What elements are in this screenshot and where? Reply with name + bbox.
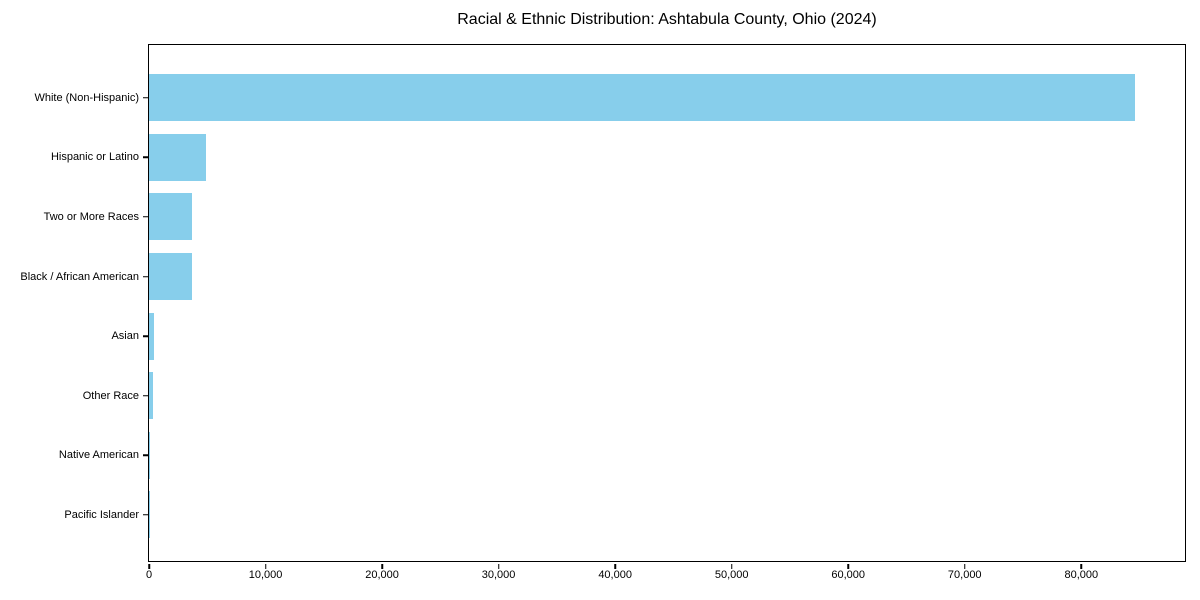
x-tick-label: 30,000 [481,569,516,581]
x-tick-label: 80,000 [1064,569,1099,581]
x-axis-tick [381,564,383,569]
x-tick-label: 40,000 [598,569,632,581]
x-axis-tick [497,564,500,569]
category-label: Hispanic or Latino [50,151,139,164]
category-label: Two or More Races [43,210,139,223]
bar [149,312,154,360]
y-axis-tick [142,97,148,99]
category-label: Black / African American [20,270,139,283]
bar-row: White (Non-Hispanic) [34,68,1185,128]
bar-row: Native American [59,426,1185,486]
x-tick-label: 0 [145,569,153,581]
bar-rows-container: White (Non-Hispanic) Hispanic or Latino Tw… [20,45,1185,545]
category-label: Native American [58,449,139,462]
x-axis-tick [148,564,150,569]
y-axis-tick [142,216,148,218]
x-tick-label: 10,000 [248,569,283,581]
y-axis-tick [142,335,148,337]
bar [149,253,193,301]
category-label: Other Race [82,389,139,402]
bar [149,372,153,420]
x-axis-tick [847,564,849,569]
y-axis-tick [142,395,148,397]
category-label: Asian [111,330,139,343]
x-tick-label: 70,000 [947,569,982,581]
x-tick-label: 60,000 [831,569,866,581]
bar-row: Pacific Islander [64,485,1185,545]
x-axis-tick [730,564,733,569]
category-label: Pacific Islander [64,508,139,521]
y-axis-tick [142,275,148,278]
bar-row: Black / African American [20,247,1185,307]
y-axis-tick [142,514,148,516]
x-axis-tick [1080,564,1083,569]
bar [149,133,207,181]
y-axis-tick [142,454,148,457]
chart-title: Racial & Ethnic Distribution: Ashtabula … [457,11,877,28]
bar-row: Other Race [83,366,1185,426]
category-label: White (Non-Hispanic) [34,91,139,104]
x-axis-tick [614,564,616,569]
plot-area: White (Non-Hispanic) Hispanic or Latino Tw… [20,44,1186,581]
y-axis-tick [142,156,148,159]
x-axis-tick [963,564,966,569]
bar [149,431,151,479]
bar-row: Asian [111,306,1185,366]
bar [149,74,1135,122]
x-tick-label: 20,000 [365,569,399,581]
x-axis-tick [264,564,267,569]
bar-row: Hispanic or Latino [51,128,1185,188]
bar [149,193,192,241]
bar-row: Two or More Races [44,187,1185,247]
x-tick-label: 50,000 [714,569,749,581]
